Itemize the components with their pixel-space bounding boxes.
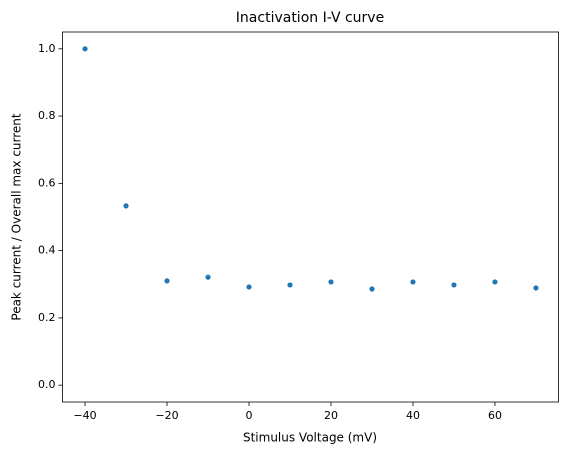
data-point xyxy=(369,286,375,292)
y-tick-label: 0.2 xyxy=(38,311,56,324)
axes-frame xyxy=(62,31,559,403)
y-tick-label: 0.8 xyxy=(38,109,56,122)
x-axis-label: Stimulus Voltage (mV) xyxy=(243,431,377,445)
x-tick-label: 20 xyxy=(324,409,338,422)
data-point xyxy=(246,284,252,290)
y-axis-label: Peak current / Overall max current xyxy=(10,113,24,321)
y-tick-label: 0.4 xyxy=(38,244,56,257)
data-point xyxy=(164,278,170,284)
x-tick-label: −20 xyxy=(155,409,178,422)
data-point xyxy=(205,274,211,280)
y-tick-label: 1.0 xyxy=(38,42,56,55)
y-tick-label: 0.0 xyxy=(38,378,56,391)
data-point xyxy=(123,203,129,209)
data-point xyxy=(287,282,293,288)
data-point xyxy=(533,285,539,291)
y-tick-label: 0.6 xyxy=(38,176,56,189)
data-point xyxy=(492,279,498,285)
data-point xyxy=(410,279,416,285)
x-tick-label: −40 xyxy=(73,409,96,422)
x-tick-label: 60 xyxy=(488,409,502,422)
chart-title: Inactivation I-V curve xyxy=(236,10,384,26)
x-tick-label: 40 xyxy=(406,409,420,422)
x-tick-label: 0 xyxy=(246,409,253,422)
data-point xyxy=(328,279,334,285)
data-point xyxy=(82,46,88,52)
data-point xyxy=(451,282,457,288)
